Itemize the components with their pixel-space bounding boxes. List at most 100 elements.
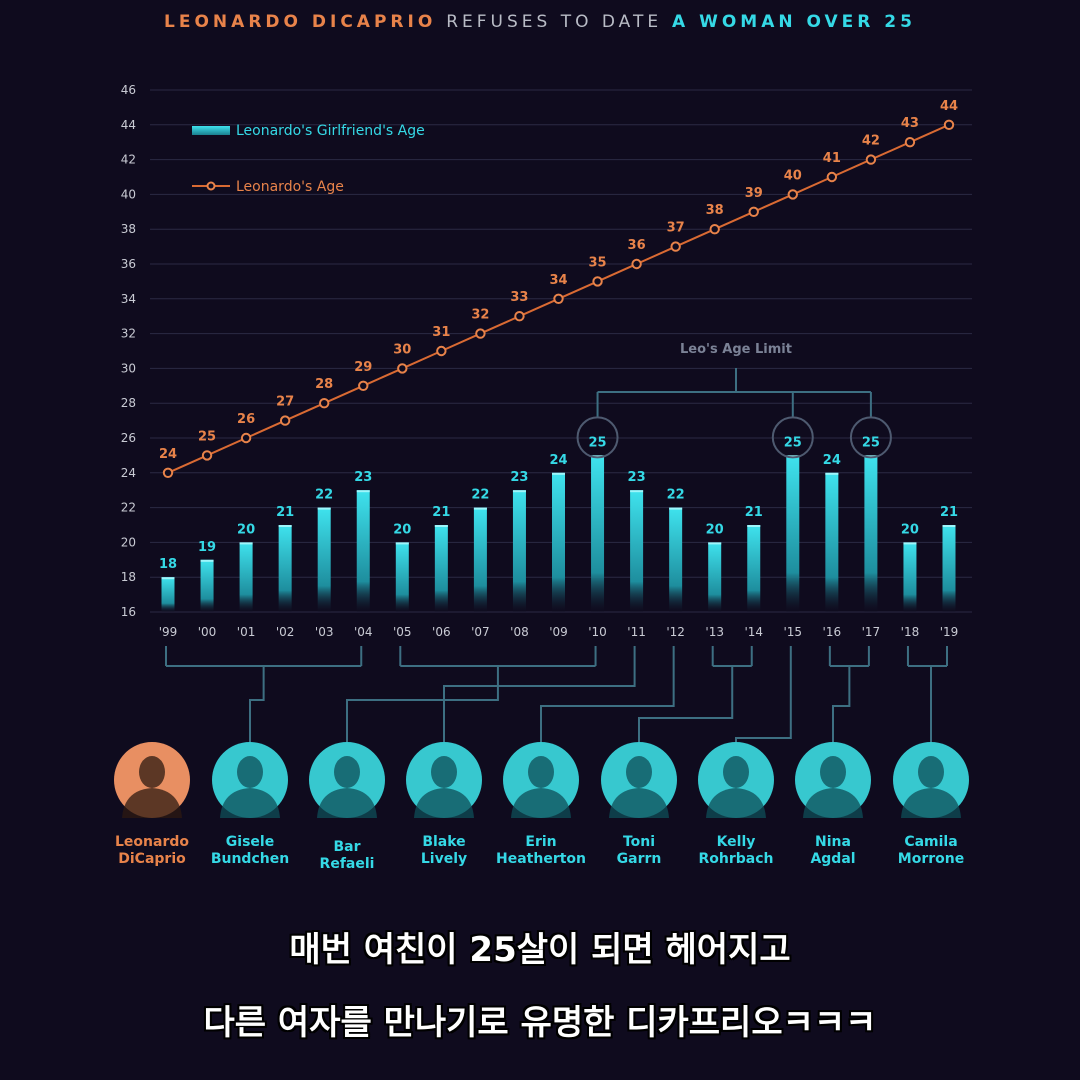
person-head-icon [626,756,652,788]
leo-age-point [162,467,174,478]
year-connectors [165,646,948,742]
bar-cap [278,525,292,527]
girlfriend-age-bar [317,507,331,612]
person-head-icon [139,756,165,788]
leo-age-label: 29 [354,360,372,375]
legend-line-marker [206,181,216,191]
bar-value-label: 25 [784,435,802,450]
girlfriend-age-bar [239,542,253,612]
bar-value-label: 20 [393,522,411,537]
y-tick-label: 32 [121,327,136,341]
bar-cap [942,525,956,527]
title-part-name: LEONARDO DICAPRIO [164,12,437,32]
bar-value-label: 24 [549,453,567,468]
person-shoulders-icon [317,788,377,818]
x-tick-label: '08 [510,625,529,639]
caption-line-1: 매번 여친이 25살이 되면 헤어지고 [289,930,791,970]
bar-cap [161,577,175,580]
person-shoulders-icon [511,788,571,818]
girlfriend-age-bar [903,542,917,612]
person-name-label: Rohrbach [698,851,773,867]
person-shoulders-icon [706,788,766,818]
girlfriend-age-bar [630,490,644,612]
bar-cap [512,490,526,493]
x-tick-label: '17 [862,625,881,639]
girlfriend-age-bar [747,525,761,612]
y-tick-label: 26 [121,431,136,445]
y-tick-label: 38 [121,222,136,236]
bar-value-label: 22 [667,488,685,503]
person-name-label: Garrn [617,851,662,867]
legend-bar-swatch [192,126,230,135]
leo-age-point [943,119,955,131]
leo-age-point [865,154,877,165]
person-shoulders-icon [414,788,474,818]
person-name-label: Bundchen [211,851,289,867]
bar-value-label: 19 [198,540,216,555]
age-limit-label: Leo's Age Limit [680,342,792,357]
bar-value-label: 21 [276,505,294,520]
person-name-label: Leonardo [115,834,189,850]
x-tick-label: '16 [823,625,842,639]
leo-age-point [553,293,564,304]
person-name-label: Nina [815,834,851,850]
x-tick-label: '03 [315,625,334,639]
girlfriend-avatar [698,742,774,818]
bar-value-label: 18 [159,557,177,572]
bar-cap [669,507,683,510]
title-part-limit: A WOMAN OVER 25 [672,12,916,32]
leo-age-point [358,380,369,391]
leo-age-label: 43 [901,116,919,131]
bar-cap [317,507,331,510]
bar-value-label: 23 [354,470,372,485]
girlfriend-avatar [601,742,677,818]
person-shoulders-icon [122,788,182,818]
person-name-label: Morrone [898,851,964,867]
y-tick-label: 46 [121,83,136,97]
age-limit-circle [849,416,892,459]
age-limit-annotation: Leo's Age Limit [576,342,892,459]
leo-avatar [114,742,190,818]
leo-age-label: 38 [706,203,724,218]
person-head-icon [237,756,263,788]
leo-age-point [319,398,330,409]
person-name-label: Bar [333,839,360,855]
person-shoulders-icon [803,788,863,818]
leo-age-point [279,415,291,426]
leo-age-label: 41 [823,151,841,166]
leo-age-point [787,189,798,200]
girlfriend-age-bar [669,507,683,612]
x-tick-label: '04 [354,625,373,639]
leo-age-point [709,224,720,235]
leo-age-label: 27 [276,395,294,410]
person-name-label: Gisele [226,834,274,850]
x-tick-label: '01 [237,625,256,639]
leo-age-label: 30 [393,342,411,357]
person-head-icon [431,756,457,788]
year-connector [346,666,499,742]
leo-age-label: 40 [784,168,802,183]
x-tick-label: '11 [627,625,646,639]
bar-cap [434,525,448,527]
x-axis-ticks: '99 '00 '01 '02 '03 '04 '05 '06 '07 '08 '09 '10 '11 '… [159,625,959,639]
y-tick-label: 16 [121,605,136,619]
girlfriend-age-bar [356,490,370,612]
leo-age-label: 26 [237,412,255,427]
y-tick-label: 44 [121,118,136,132]
year-connector [638,666,734,742]
girlfriend-avatar [795,742,871,818]
leo-age-label: 24 [159,447,177,462]
y-tick-label: 20 [121,535,136,549]
bar-value-label: 22 [471,488,489,503]
girlfriend-age-bar [278,525,292,612]
legend-girlfriend-label: Leonardo's Girlfriend's Age [236,123,425,139]
y-tick-label: 24 [121,466,136,480]
person-shoulders-icon [901,788,961,818]
girlfriend-avatar [309,742,385,818]
x-tick-label: '13 [705,625,724,639]
leo-age-point [826,171,838,183]
girlfriend-age-bar [825,472,839,612]
leo-age-label: 35 [589,255,607,270]
girlfriend-age-bar [512,490,526,612]
